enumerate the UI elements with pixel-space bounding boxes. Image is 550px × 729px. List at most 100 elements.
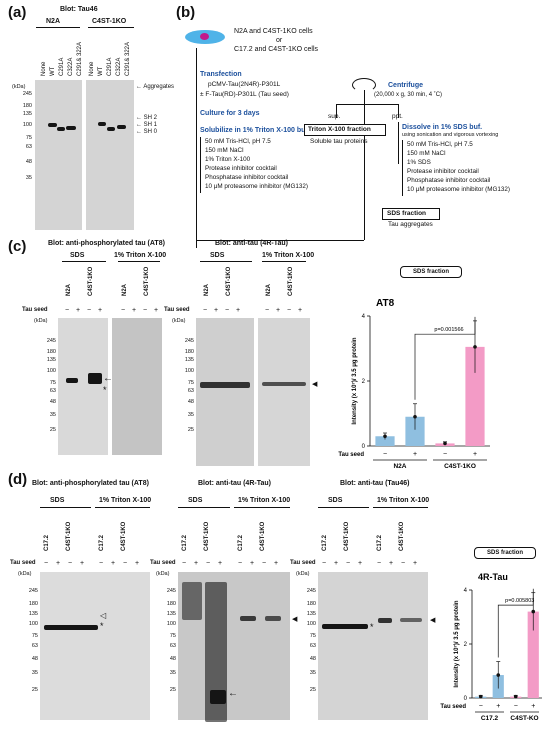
kda-mark: 35 bbox=[49, 412, 56, 418]
panel-b-label: (b) bbox=[176, 4, 196, 21]
panel-d-blot-tau46 bbox=[318, 572, 428, 720]
seed-sign: − bbox=[65, 307, 70, 314]
kda-mark: 25 bbox=[309, 687, 316, 693]
kda-mark: 245 bbox=[28, 588, 38, 594]
buffer-2-line: Protease inhibitor cocktail bbox=[407, 168, 479, 175]
tau-seed-label: Tau seed bbox=[440, 704, 466, 710]
group-label: C17.2 bbox=[377, 534, 383, 551]
buffer-1-line: 10 μM proteasome inhibitor (MG132) bbox=[205, 183, 309, 190]
cells-line-1: N2A and C4ST-1KO cells bbox=[234, 28, 313, 35]
panel-a-annot-sh0: ← SH 0 bbox=[136, 129, 158, 135]
kda-mark: 48 bbox=[169, 656, 176, 662]
bar bbox=[405, 416, 425, 446]
construct-2: ± F-Tau(RD)-P301L (Tau seed) bbox=[200, 91, 289, 98]
panel-a-group-n2a: N2A bbox=[46, 18, 61, 25]
panel-d-blot2-title: Blot: anti-tau (4R-Tau) bbox=[198, 480, 271, 487]
tau-aggregates-label: Tau aggregates bbox=[388, 221, 433, 228]
seed-sign: − bbox=[238, 560, 243, 567]
panel-d-open-arrowhead: ◁ bbox=[100, 611, 107, 620]
data-point bbox=[443, 441, 447, 446]
construct-1: pCMV-Tau(2N4R)-P301L bbox=[208, 81, 281, 88]
panel-d-asterisk-2: * bbox=[370, 622, 374, 632]
x-group-label: C4ST-KO bbox=[510, 715, 538, 722]
significance-bracket bbox=[414, 316, 476, 400]
x-group-label: C4ST-1KO bbox=[444, 463, 476, 470]
tau-seed-label: Tau seed bbox=[164, 307, 190, 313]
kda-mark: 135 bbox=[306, 611, 316, 617]
seed-sign: + bbox=[413, 451, 417, 458]
tau-seed-label: Tau seed bbox=[150, 560, 176, 566]
panel-c-chart: AT8 0 2 4 Intensity (x 10⁷)/ 3.5 μg protein −… bbox=[338, 298, 490, 470]
panel-c-blot-4r-triton bbox=[258, 318, 310, 466]
buffer-2-line: 1% SDS bbox=[407, 159, 431, 166]
seed-sign: + bbox=[98, 307, 103, 314]
panel-d-blot3-title: Blot: anti-tau (Tau46) bbox=[340, 480, 410, 487]
panel-d-asterisk-1: * bbox=[100, 621, 104, 631]
panel-c-blot-at8-sds bbox=[58, 318, 108, 455]
panel-c-arrow-marker: ← bbox=[103, 373, 113, 384]
group-label: C4ST-1KO bbox=[121, 521, 127, 551]
kda-mark: 63 bbox=[49, 388, 56, 394]
seed-sign: − bbox=[87, 307, 92, 314]
kda-mark: 245 bbox=[166, 588, 176, 594]
panel-d-arrow-marker: ← bbox=[228, 688, 238, 699]
significance-bracket bbox=[497, 588, 534, 658]
fraction-sds: SDS bbox=[328, 497, 343, 504]
kda-mark: 135 bbox=[46, 357, 56, 363]
seed-sign: + bbox=[389, 560, 394, 567]
panel-a-group-ko: C4ST-1KO bbox=[92, 18, 127, 25]
kda-mark: 135 bbox=[184, 357, 194, 363]
panel-a-annot-aggregates: ← Aggregates bbox=[136, 84, 175, 90]
panel-c-asterisk: * bbox=[103, 385, 107, 395]
kda-mark: 25 bbox=[187, 427, 194, 433]
kda-mark: 180 bbox=[22, 103, 32, 109]
seed-sign: − bbox=[322, 560, 327, 567]
group-label: C4ST-1KO bbox=[344, 521, 350, 551]
panel-c-kda-unit-1: (kDa) bbox=[34, 318, 48, 324]
kda-mark: 35 bbox=[25, 175, 32, 181]
bar bbox=[527, 611, 539, 698]
kda-mark: 48 bbox=[309, 656, 316, 662]
chart-title: 4R-Tau bbox=[478, 572, 508, 582]
fraction-triton: 1% Triton X-100 bbox=[377, 497, 430, 504]
centrifuge-step: Centrifuge bbox=[388, 82, 423, 89]
y-axis-label: Intensity (x 10⁷)/ 3.5 μg protein bbox=[454, 600, 460, 687]
kda-mark: 35 bbox=[31, 670, 38, 676]
seed-sign: − bbox=[377, 560, 382, 567]
soluble-tau-label: Soluble tau proteins bbox=[310, 138, 368, 145]
seed-sign: + bbox=[80, 560, 85, 567]
group-label: N2A bbox=[266, 283, 272, 296]
panel-c-arrowhead-marker: ◀ bbox=[312, 381, 318, 388]
seed-sign: + bbox=[76, 307, 81, 314]
transfection-step: Transfection bbox=[200, 71, 242, 78]
kda-mark: 63 bbox=[309, 643, 316, 649]
cells-line-2: or bbox=[276, 37, 283, 44]
kda-mark: 63 bbox=[31, 643, 38, 649]
buffer-2-line: 50 mM Tris-HCl, pH 7.5 bbox=[407, 141, 473, 148]
kda-mark: 100 bbox=[306, 621, 316, 627]
seed-sign: + bbox=[132, 307, 137, 314]
seed-sign: − bbox=[514, 703, 518, 710]
chart-title: AT8 bbox=[376, 298, 395, 309]
seed-sign: + bbox=[154, 307, 159, 314]
group-label: C4ST-1KO bbox=[288, 266, 294, 296]
group-label: C4ST-1KO bbox=[260, 521, 266, 551]
panel-c-blot2-title: Blot: anti-tau (4R-Tau) bbox=[215, 240, 288, 247]
seed-sign: + bbox=[413, 560, 418, 567]
kda-mark: 245 bbox=[306, 588, 316, 594]
kda-mark: 245 bbox=[46, 338, 56, 344]
seed-sign: + bbox=[56, 560, 61, 567]
kda-mark: 135 bbox=[22, 111, 32, 117]
buffer-1-box: 50 mM Tris-HCl, pH 7.5 150 mM NaCl 1% Trit… bbox=[200, 137, 319, 193]
kda-mark: 48 bbox=[49, 399, 56, 405]
seed-sign: + bbox=[473, 451, 477, 458]
kda-mark: 100 bbox=[22, 122, 32, 128]
panel-a-blot-right bbox=[86, 80, 134, 230]
kda-mark: 25 bbox=[49, 427, 56, 433]
solubilize-step: Solubilize in 1% Triton X-100 buf. bbox=[200, 127, 310, 134]
dissolve-note: using sonication and vigorous vortexing bbox=[402, 132, 499, 138]
panel-d-chart-box: SDS fraction bbox=[474, 547, 536, 559]
buffer-1-line: 150 mM NaCl bbox=[205, 147, 244, 154]
seed-sign: + bbox=[218, 560, 223, 567]
seed-sign: − bbox=[121, 307, 126, 314]
